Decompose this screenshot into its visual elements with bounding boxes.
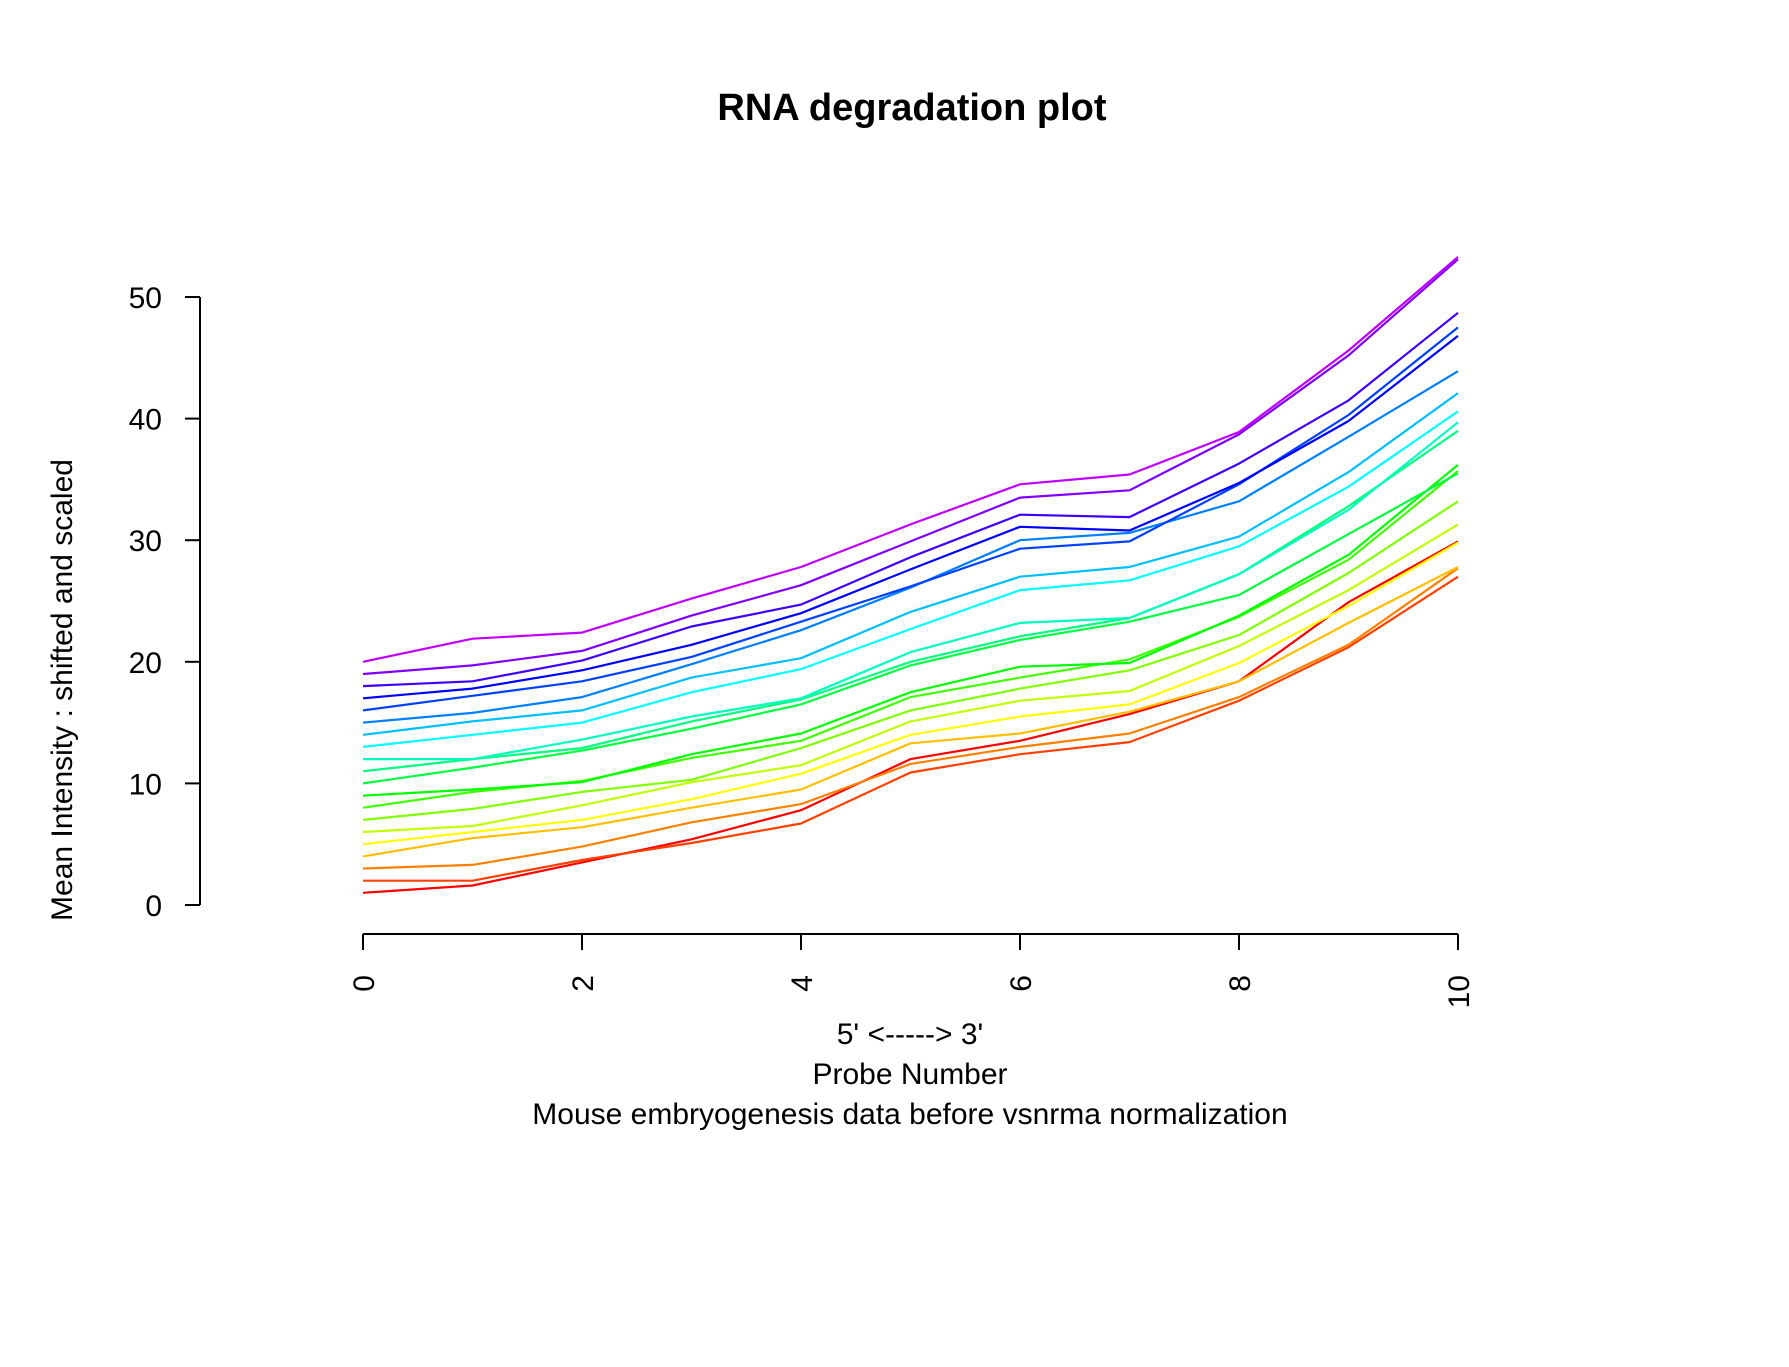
x-tick-label: 0 xyxy=(348,975,381,992)
series-line-18 xyxy=(362,311,1459,688)
series-line-2 xyxy=(363,575,1459,882)
y-tick-label: 50 xyxy=(129,282,162,315)
y-tick-label: 40 xyxy=(129,404,162,437)
series-line-8 xyxy=(362,470,1459,809)
x-axis-label-line-1: 5' <-----> 3' xyxy=(837,1018,983,1051)
chart-title: RNA degradation plot xyxy=(717,87,1106,129)
y-tick-label: 20 xyxy=(129,647,162,680)
x-tick-label: 8 xyxy=(1224,975,1257,992)
series-line-20 xyxy=(362,256,1459,663)
series-line-9 xyxy=(362,463,1459,797)
series-line-10 xyxy=(362,472,1459,785)
series-line-11 xyxy=(362,429,1459,773)
x-tick-label: 10 xyxy=(1443,975,1476,1008)
x-tick-label: 6 xyxy=(1005,975,1038,992)
y-axis-label: Mean Intensity : shifted and scaled xyxy=(46,459,79,921)
series-line-5 xyxy=(362,541,1459,846)
x-tick-label: 4 xyxy=(786,975,819,992)
x-tick-label: 2 xyxy=(567,975,600,992)
y-tick-label: 0 xyxy=(145,890,162,923)
series-line-12 xyxy=(363,421,1459,761)
y-axis: 0 10 20 30 40 50 xyxy=(129,282,201,923)
series-line-14 xyxy=(362,392,1459,736)
x-axis-label-line-3: Mouse embryogenesis data before vsnrma n… xyxy=(532,1098,1287,1131)
x-axis: 0 2 4 6 8 10 xyxy=(348,933,1476,1008)
series-line-17 xyxy=(362,335,1459,700)
series-line-1 xyxy=(362,540,1459,894)
y-tick-label: 30 xyxy=(129,525,162,558)
y-tick-label: 10 xyxy=(129,768,162,801)
x-axis-label-line-2: Probe Number xyxy=(812,1058,1007,1091)
series-line-13 xyxy=(362,410,1459,748)
series-line-6 xyxy=(362,523,1459,834)
series-line-7 xyxy=(362,500,1459,821)
series-line-4 xyxy=(362,566,1459,858)
series-line-15 xyxy=(362,370,1459,724)
series-line-19 xyxy=(362,258,1459,676)
series-line-3 xyxy=(362,567,1459,870)
series-lines xyxy=(362,256,1459,894)
